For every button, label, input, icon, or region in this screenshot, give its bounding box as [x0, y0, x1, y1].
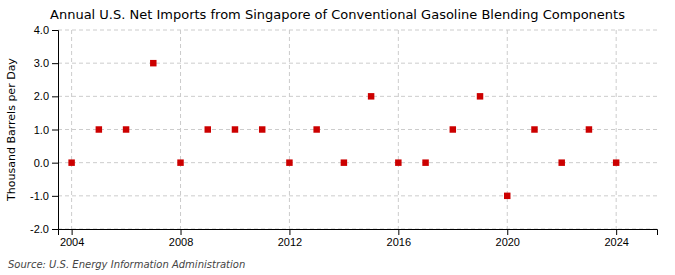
- tick-mark: [507, 229, 508, 235]
- grid-line: [289, 30, 290, 229]
- tick-label: 1.0: [34, 124, 49, 136]
- tick: 2020: [496, 229, 520, 248]
- grid-line: [58, 162, 657, 163]
- tick-label: 2004: [60, 236, 84, 248]
- point: [395, 159, 401, 165]
- point: [177, 159, 183, 165]
- x-axis: 2004 2008 2012 2016 2020 2024: [59, 229, 658, 248]
- grid-line: [398, 30, 399, 229]
- tick-label: 2020: [496, 236, 520, 248]
- point: [205, 126, 211, 132]
- tick-mark: [72, 229, 73, 235]
- tick-label: 0.0: [34, 157, 49, 169]
- grid-line: [58, 129, 657, 130]
- tick-label: 2008: [169, 236, 193, 248]
- point: [368, 93, 374, 99]
- tick-mark: [398, 229, 399, 235]
- point: [259, 126, 265, 132]
- tick-label: 3.0: [34, 57, 49, 69]
- y-axis: -2.0 -1.0 0.0 1.0 2.0 3.0 4.0: [30, 24, 58, 235]
- title: Annual U.S. Net Imports from Singapore o…: [50, 7, 625, 22]
- grid-line: [58, 30, 657, 31]
- tick-mark: [289, 229, 290, 235]
- y-axis-title: Thousand Barrels per Day: [5, 58, 18, 202]
- tick: 4.0: [34, 24, 58, 36]
- grid: [58, 30, 657, 229]
- point: [613, 159, 619, 165]
- tick: 2.0: [34, 90, 58, 102]
- grid-line: [616, 30, 617, 229]
- point: [341, 159, 347, 165]
- point: [504, 193, 510, 199]
- tick-label: -2.0: [30, 223, 49, 235]
- marks: [68, 60, 619, 199]
- annotation: Source: U.S. Energy Information Administ…: [8, 259, 245, 270]
- tick-mark: [181, 229, 182, 235]
- tick-mark: [52, 130, 58, 131]
- tick: 2004: [60, 229, 84, 248]
- tick: -2.0: [30, 223, 58, 235]
- point: [313, 126, 319, 132]
- tick: 1.0: [34, 124, 58, 136]
- tick: 3.0: [34, 57, 58, 69]
- plot-area: 2004 2008 2012 2016 2020 2024 -2.0 -1.0 0.0 1.0 2.…: [30, 24, 657, 248]
- tick-label: -1.0: [30, 190, 49, 202]
- chart: 2004 2008 2012 2016 2020 2024 -2.0 -1.0 0.0 1.0 2.…: [0, 0, 675, 275]
- tick-mark: [52, 229, 58, 230]
- tick-mark: [52, 63, 58, 64]
- tick-label: 2012: [278, 236, 302, 248]
- grid-line: [71, 30, 72, 229]
- tick-mark: [52, 163, 58, 164]
- point: [150, 60, 156, 66]
- point: [531, 126, 537, 132]
- point: [422, 159, 428, 165]
- grid-line: [58, 63, 657, 64]
- tick: 0.0: [34, 157, 58, 169]
- point: [68, 159, 74, 165]
- grid-line: [58, 195, 657, 196]
- point: [477, 93, 483, 99]
- tick: 2024: [604, 229, 628, 248]
- tick-label: 2024: [604, 236, 628, 248]
- tick-mark: [52, 96, 58, 97]
- tick-label: 2.0: [34, 90, 49, 102]
- tick-label: 2016: [387, 236, 411, 248]
- point: [286, 159, 292, 165]
- point: [232, 126, 238, 132]
- grid-line: [180, 30, 181, 229]
- tick-mark: [52, 30, 58, 31]
- point: [450, 126, 456, 132]
- point: [96, 126, 102, 132]
- tick-mark: [616, 229, 617, 235]
- point: [123, 126, 129, 132]
- tick: -1.0: [30, 190, 58, 202]
- axis-line: [52, 31, 59, 230]
- grid-line: [58, 96, 657, 97]
- grid-line: [507, 30, 508, 229]
- tick: 2016: [387, 229, 411, 248]
- tick-label: 4.0: [34, 24, 49, 36]
- point: [558, 159, 564, 165]
- point: [586, 126, 592, 132]
- axis-line: [59, 230, 658, 236]
- tick: 2012: [278, 229, 302, 248]
- tick-mark: [52, 196, 58, 197]
- tick: 2008: [169, 229, 193, 248]
